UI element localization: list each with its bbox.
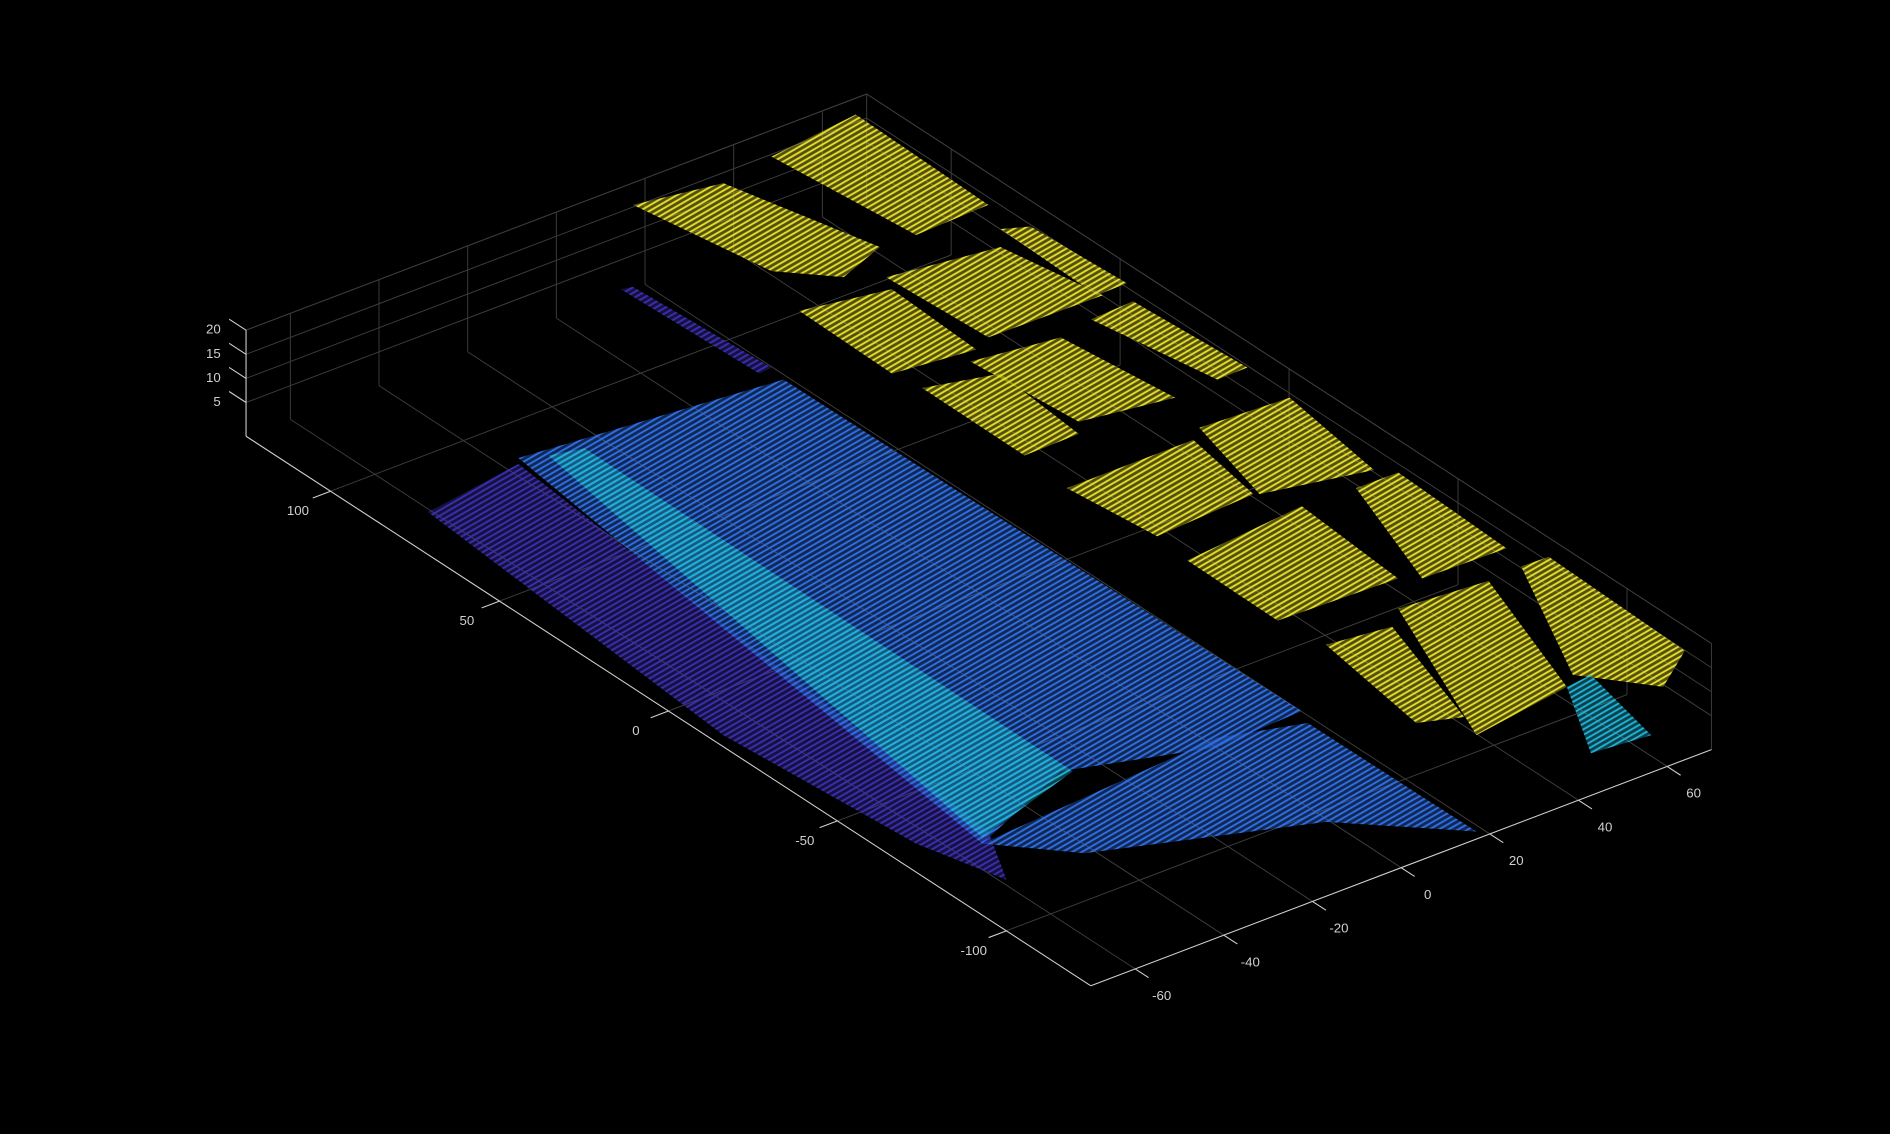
y-tick [650, 710, 669, 719]
x-tick [1312, 900, 1327, 911]
x-tick [1578, 799, 1593, 810]
x-tick-label: 0 [1424, 887, 1431, 902]
point-cloud-region [548, 448, 1073, 838]
y-tick [481, 600, 500, 609]
grid-line [245, 141, 867, 379]
x-tick-label: 60 [1686, 786, 1701, 801]
point-cloud [428, 114, 1685, 880]
point-cloud-region [1000, 226, 1127, 296]
y-tick-label: 50 [460, 613, 475, 628]
x-tick [1489, 833, 1504, 844]
x-tick-label: 20 [1509, 853, 1524, 868]
z-tick-label: 15 [206, 346, 221, 361]
point-cloud-region [1199, 397, 1375, 495]
z-tick [228, 366, 247, 379]
point-cloud-region [632, 183, 880, 278]
point-cloud-region [620, 286, 772, 374]
point-cloud-region [982, 723, 1477, 854]
x-tick [1400, 867, 1415, 877]
point-cloud-region [1355, 472, 1507, 579]
point-cloud-region [518, 379, 1302, 844]
x-tick [1134, 968, 1149, 979]
grid-line [330, 254, 952, 492]
z-tick-label: 20 [206, 322, 221, 337]
z-tick-label: 10 [206, 370, 221, 385]
point-cloud-region [1325, 626, 1465, 724]
point-cloud-region [922, 373, 1079, 456]
y-tick-label: -100 [961, 943, 988, 958]
point-cloud-region [771, 114, 989, 235]
point-cloud-region [1566, 674, 1652, 754]
point-cloud-region [1066, 439, 1254, 537]
point-cloud-region [1398, 580, 1567, 736]
x-tick-label: -60 [1152, 988, 1171, 1003]
x-tick [1223, 934, 1238, 945]
z-tick-label: 5 [213, 394, 220, 409]
x-tick-label: -20 [1329, 921, 1348, 936]
z-tick [228, 342, 247, 355]
box-edge [866, 93, 1712, 644]
y-tick [312, 490, 331, 499]
box-edge [245, 93, 867, 331]
point-cloud-region [428, 463, 1007, 880]
x-tick-label: 40 [1598, 819, 1613, 834]
x-tick-label: -40 [1241, 954, 1260, 969]
y-tick [988, 930, 1007, 939]
axes: -60 -40 -20 0 20 40 60 -100 -50 0 50 100 5 10 15 20 [206, 318, 1712, 1003]
point-cloud-region [885, 247, 1103, 338]
x-tick [1666, 765, 1681, 776]
z-tick [228, 391, 247, 403]
y-tick-label: -50 [795, 833, 814, 848]
y-tick [819, 820, 838, 829]
point-cloud-region [799, 289, 977, 374]
point-cloud-region [1521, 556, 1685, 687]
z-tick [228, 318, 247, 331]
point-cloud-region [970, 337, 1176, 422]
grid-line [245, 117, 867, 355]
y-tick-label: 0 [632, 723, 639, 738]
y-tick-label: 100 [287, 503, 309, 518]
point-cloud-region [1187, 506, 1399, 621]
point-cloud-region [1090, 301, 1248, 380]
